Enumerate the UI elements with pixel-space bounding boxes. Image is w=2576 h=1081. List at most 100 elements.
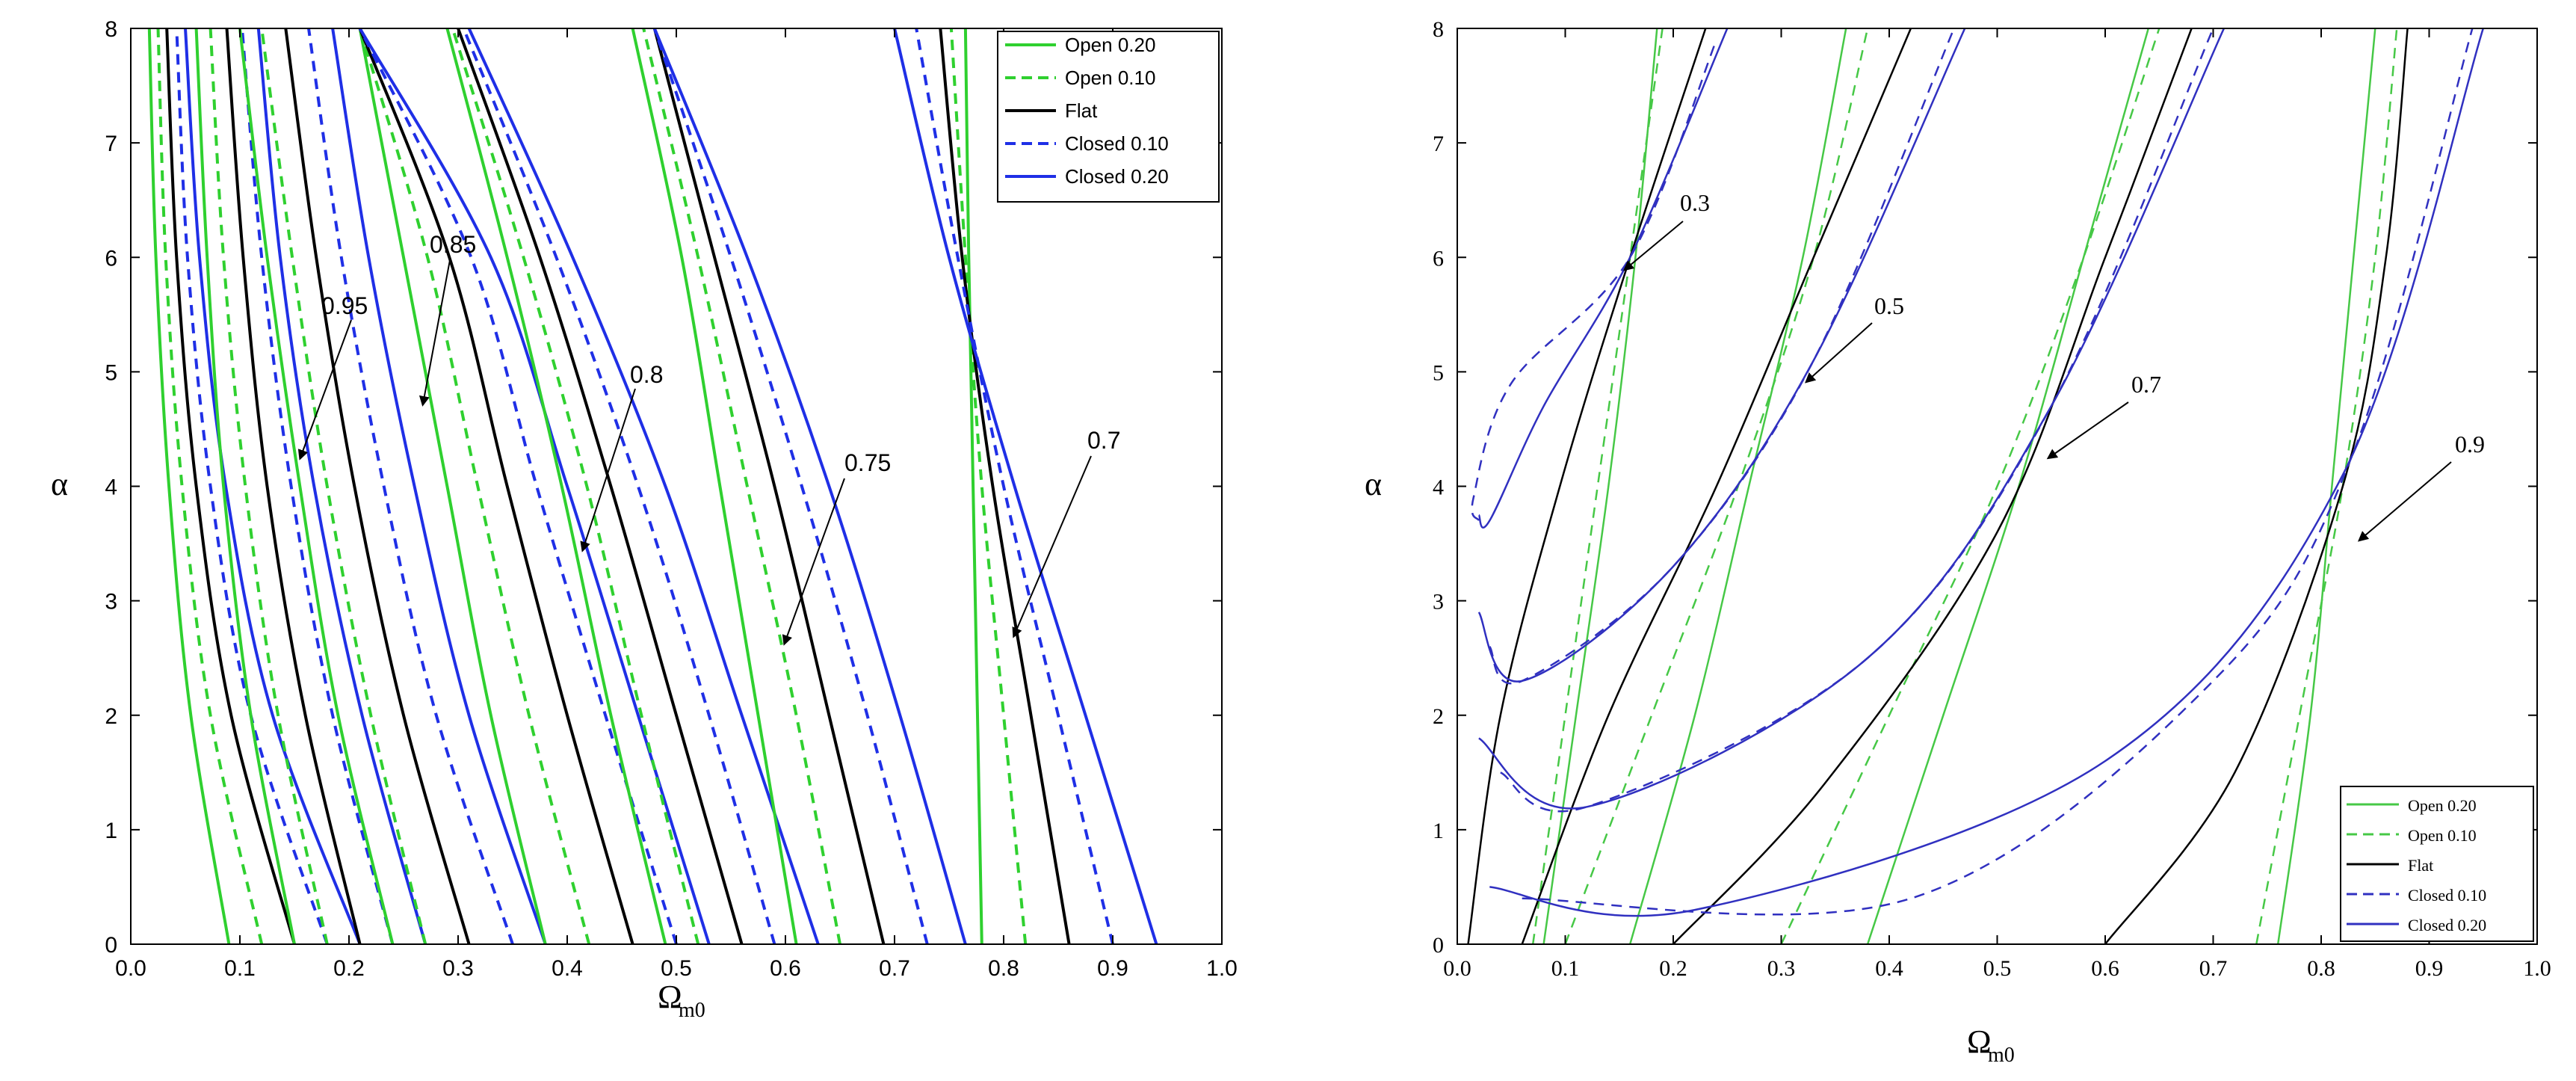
y-tick-label: 3 bbox=[1433, 590, 1444, 615]
svg-text:m0: m0 bbox=[1988, 1044, 2015, 1067]
annotation-0.85-arrow bbox=[418, 259, 451, 407]
annotation-0.75: 0.75 bbox=[844, 449, 891, 476]
series-0.85-closed-0.20 bbox=[331, 28, 547, 944]
right-x-axis-label: Ω m0 bbox=[1967, 1023, 2015, 1067]
series-0.3-flat bbox=[1467, 28, 1707, 944]
annotation-0.7-arrow bbox=[1012, 455, 1092, 638]
annotation-0.95: 0.95 bbox=[321, 292, 368, 319]
annotation-0.5: 0.5 bbox=[1874, 292, 1904, 319]
right-chart: 0.0 0.1 0.2 0.3 0.4 0.5 0.6 0.7 0.8 0.9 1.0 0 1 2 3 4 5 6… bbox=[1365, 17, 2551, 1067]
series-0.95-inner-closed-0.20 bbox=[184, 28, 362, 944]
annotation-0.9-arrow bbox=[2357, 461, 2452, 542]
x-tick-label: 0.9 bbox=[1097, 956, 1128, 981]
y-tick-label: 1 bbox=[1433, 819, 1444, 843]
left-legend: Open 0.20 Open 0.10 Flat Closed 0.10 Closed … bbox=[997, 31, 1220, 203]
series-0.8-open-0.20 bbox=[358, 28, 547, 944]
x-tick-label: 0.6 bbox=[2091, 956, 2119, 981]
x-tick-label: 0.9 bbox=[2415, 956, 2444, 981]
legend-label: Flat bbox=[1065, 99, 1098, 122]
legend-label: Open 0.20 bbox=[1065, 34, 1155, 56]
series-0.7-flat bbox=[1672, 28, 2193, 944]
series-0.95-inner-flat bbox=[165, 28, 296, 944]
series-0.85-closed-0.10 bbox=[307, 28, 514, 944]
x-tick-label: 0.5 bbox=[661, 956, 692, 981]
legend-label: Open 0.10 bbox=[1065, 67, 1155, 89]
series-0.8-open-0.10 bbox=[358, 28, 591, 944]
series-0.75-closed-0.20 bbox=[467, 28, 820, 944]
x-tick-label: 0.3 bbox=[1767, 956, 1796, 981]
series-0.3-closed-0.10 bbox=[1471, 39, 1717, 522]
x-tick-label: 0.2 bbox=[1659, 956, 1687, 981]
x-tick-label: 0.0 bbox=[115, 956, 146, 981]
series-0.85-open-0.10 bbox=[260, 28, 427, 944]
series-0.95-inner-open-0.20 bbox=[147, 28, 231, 944]
series-0.7-open-0.20 bbox=[1866, 28, 2150, 944]
y-tick-label: 7 bbox=[1433, 132, 1444, 156]
x-tick-label: 0.1 bbox=[224, 956, 256, 981]
annotation-0.3-arrow bbox=[1622, 221, 1684, 271]
series-0.9-open-0.20 bbox=[2276, 28, 2376, 944]
y-tick-label: 3 bbox=[105, 590, 117, 615]
x-tick-label: 0.3 bbox=[442, 956, 474, 981]
series-0.95-inner-open-0.10 bbox=[156, 28, 264, 944]
y-tick-label: 6 bbox=[1433, 246, 1444, 271]
series-0.8-flat bbox=[358, 28, 634, 944]
left-x-axis-label: Ω m0 bbox=[658, 979, 705, 1022]
series-0.8-closed-0.20 bbox=[358, 28, 711, 944]
y-tick-label: 0 bbox=[105, 933, 117, 958]
y-tick-label: 7 bbox=[105, 132, 117, 156]
left-curves bbox=[147, 28, 1158, 944]
y-tick-label: 4 bbox=[1433, 475, 1444, 500]
x-tick-label: 0.8 bbox=[988, 956, 1019, 981]
legend-label: Flat bbox=[2408, 856, 2433, 875]
legend-label: Closed 0.10 bbox=[2408, 886, 2486, 905]
series-0.95-closed-0.20 bbox=[256, 28, 427, 944]
annotation-0.7: 0.7 bbox=[1087, 427, 1120, 454]
svg-text:Ω: Ω bbox=[658, 979, 682, 1015]
series-0.3-open-0.20 bbox=[1542, 28, 1658, 944]
annotation-0.5-arrow bbox=[1805, 322, 1873, 384]
y-tick-label: 2 bbox=[1433, 704, 1444, 729]
legend-label: Closed 0.10 bbox=[1065, 132, 1169, 155]
left-y-axis-label: α bbox=[51, 466, 68, 502]
series-0.7-outer-open-0.10 bbox=[949, 28, 1028, 944]
annotation-0.3: 0.3 bbox=[1680, 189, 1710, 216]
series-0.5-flat bbox=[1521, 28, 1912, 944]
annotation-0.75-arrow bbox=[782, 478, 845, 646]
series-0.5-closed-0.20 bbox=[1477, 28, 1966, 683]
y-tick-label: 8 bbox=[1433, 17, 1444, 42]
series-0.7-closed-0.20 bbox=[1478, 28, 2226, 810]
y-tick-label: 5 bbox=[105, 360, 117, 385]
x-tick-label: 0.8 bbox=[2307, 956, 2335, 981]
y-tick-label: 8 bbox=[105, 17, 117, 42]
svg-text:m0: m0 bbox=[679, 999, 705, 1022]
series-0.95-flat bbox=[225, 28, 362, 944]
left-ticks: 0.0 0.1 0.2 0.3 0.4 0.5 0.6 0.7 0.8 0.9 1.0 0 1 2 3 4 5 6… bbox=[105, 17, 1238, 981]
series-0.85-flat bbox=[284, 28, 471, 944]
right-y-axis-label: α bbox=[1365, 466, 1382, 502]
series-0.95-inner-closed-0.10 bbox=[175, 28, 329, 944]
series-0.9-flat bbox=[2104, 28, 2409, 944]
series-0.75-flat bbox=[457, 28, 744, 944]
svg-text:Ω: Ω bbox=[1967, 1023, 1992, 1060]
series-0.9-closed-0.20 bbox=[1489, 28, 2484, 917]
x-tick-label: 0.1 bbox=[1551, 956, 1580, 981]
legend-label: Closed 0.20 bbox=[2408, 916, 2486, 934]
series-0.95-open-0.10 bbox=[209, 28, 329, 944]
right-ticks: 0.0 0.1 0.2 0.3 0.4 0.5 0.6 0.7 0.8 0.9 1.0 0 1 2 3 4 5 6… bbox=[1433, 17, 2551, 981]
right-annotations: 0.3 0.5 0.7 0.9 bbox=[1622, 189, 2485, 542]
series-0.8-closed-0.10 bbox=[358, 28, 678, 944]
legend-label: Open 0.20 bbox=[2408, 796, 2477, 815]
x-tick-label: 0.2 bbox=[333, 956, 365, 981]
left-chart: 0.0 0.1 0.2 0.3 0.4 0.5 0.6 0.7 0.8 0.9 1.0 0 1 2 3 4 5 6… bbox=[51, 17, 1238, 1022]
series-0.95-open-0.20 bbox=[194, 28, 296, 944]
series-0.9-open-0.10 bbox=[2255, 28, 2398, 944]
annotation-0.7-right: 0.7 bbox=[2131, 371, 2161, 398]
x-tick-label: 1.0 bbox=[1206, 956, 1238, 981]
series-0.95-closed-0.10 bbox=[240, 28, 395, 944]
annotation-0.9: 0.9 bbox=[2455, 431, 2485, 458]
series-0.7-open-0.10 bbox=[1780, 28, 2160, 944]
series-0.7-outer-open-0.20 bbox=[963, 28, 983, 944]
right-legend: Open 0.20 Open 0.10 Flat Closed 0.10 Closed … bbox=[2340, 786, 2534, 942]
